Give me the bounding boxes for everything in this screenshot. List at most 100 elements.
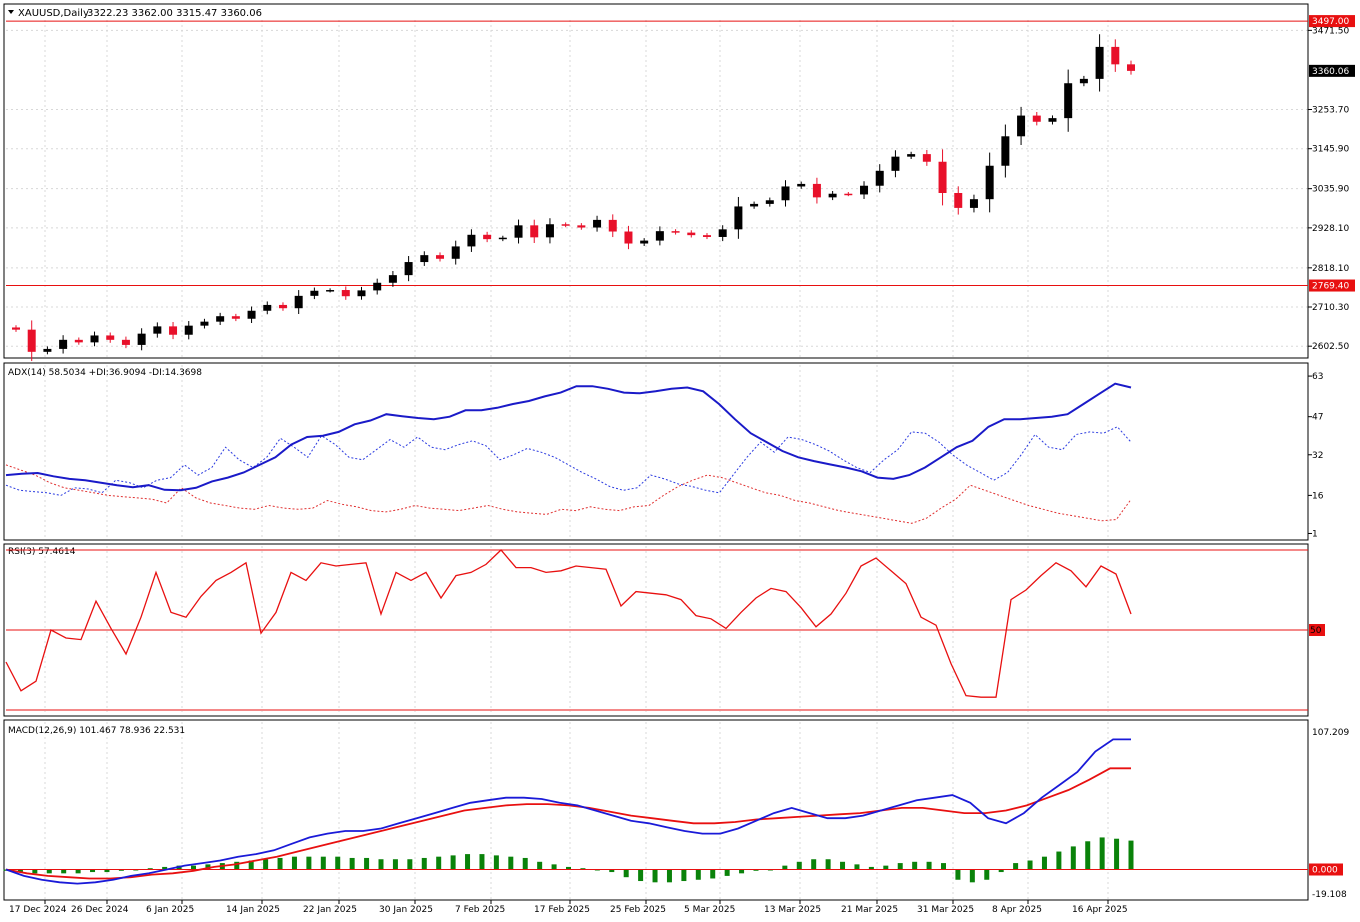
- candle-body: [1079, 78, 1088, 84]
- candle-body: [765, 200, 774, 204]
- macd-signal-line: [5, 767, 1131, 880]
- candle-body: [247, 310, 256, 319]
- macd-histogram-bar: [1085, 841, 1091, 870]
- candle-body: [216, 316, 225, 322]
- macd-title: MACD(12,26,9) 101.467 78.936 22.531: [8, 726, 185, 736]
- grid-layer: [6, 20, 1308, 900]
- macd-histogram-bar: [609, 869, 615, 873]
- candle-body: [404, 262, 413, 276]
- rsi-tick-label: 50: [1310, 626, 1322, 636]
- macd-histogram-bar: [104, 869, 110, 873]
- macd-histogram-bar: [551, 864, 557, 870]
- hline-label: 2769.40: [1312, 282, 1349, 292]
- adx-tick-label: 47: [1312, 413, 1323, 423]
- macd-histogram-bar: [666, 869, 672, 883]
- time-axis[interactable]: 17 Dec 2024 26 Dec 2024 6 Jan 2025 14 Jan 2…: [9, 900, 1128, 915]
- time-label: 14 Jan 2025: [226, 905, 280, 915]
- macd-histogram-bar: [349, 857, 355, 870]
- macd-histogram-bar: [984, 869, 990, 880]
- adx-tick-label: 16: [1312, 491, 1324, 501]
- triangle-down-icon[interactable]: [8, 10, 14, 14]
- macd-histogram-bar: [320, 856, 326, 870]
- price-label: 2818.10: [1312, 264, 1349, 274]
- price-label: 3035.90: [1312, 185, 1349, 195]
- macd-histogram-bar: [955, 869, 961, 880]
- rsi-panel[interactable]: RSI(3) 57.4614 50: [5, 547, 1325, 711]
- candle-body: [1095, 46, 1104, 79]
- ohlc-label: 3322.23 3362.00 3315.47 3360.06: [87, 8, 262, 19]
- macd-histogram-bar: [364, 857, 370, 870]
- macd-histogram-bar: [291, 856, 297, 870]
- macd-histogram-bar: [739, 869, 745, 874]
- macd-histogram-bar: [796, 861, 802, 870]
- candle-body: [1017, 115, 1026, 137]
- current-price-tag: [1309, 64, 1355, 77]
- time-label: 8 Apr 2025: [992, 905, 1042, 915]
- rsi-lines: [5, 549, 1308, 711]
- macd-histogram-bar: [825, 859, 831, 870]
- time-label: 22 Jan 2025: [303, 905, 357, 915]
- candle-body: [954, 192, 963, 208]
- candle-body: [907, 154, 916, 157]
- candle-body: [561, 224, 570, 226]
- header-menu-button[interactable]: [8, 10, 14, 14]
- candle-body: [624, 231, 633, 244]
- macd-histogram-bar: [1056, 851, 1062, 870]
- candle-body: [718, 229, 727, 237]
- candle-body: [373, 282, 382, 291]
- horizontal-lines[interactable]: 3497.00 2769.40: [6, 15, 1355, 292]
- candle-body: [200, 321, 209, 326]
- candle-body: [169, 326, 178, 335]
- macd-histogram-bar: [998, 869, 1004, 873]
- macd-panel[interactable]: MACD(12,26,9) 101.467 78.936 22.531 107.…: [3, 726, 1350, 900]
- adx-panel[interactable]: ADX(14) 58.5034 +DI:36.9094 -DI:14.3698 …: [5, 368, 1324, 539]
- candle-body: [969, 199, 978, 208]
- candle-body: [1032, 115, 1041, 122]
- macd-histogram-bar: [421, 857, 427, 870]
- macd-histogram-bar: [493, 855, 499, 870]
- macd-tick-label: 0.000: [1312, 865, 1338, 875]
- price-label: 3145.90: [1312, 145, 1349, 155]
- time-label: 21 Mar 2025: [841, 905, 898, 915]
- price-axis[interactable]: 3471.50 3253.70 3145.90 3035.90 2928.10 2818.…: [1308, 26, 1355, 352]
- macd-axis: 107.209 0.000 -19.108: [1309, 728, 1349, 900]
- macd-histogram-bar: [17, 869, 23, 873]
- macd-histogram-bar: [1041, 856, 1047, 870]
- price-panel[interactable]: XAUUSD,Daily 3322.23 3362.00 3315.47 336…: [6, 8, 1355, 362]
- macd-histogram-bar: [191, 865, 196, 870]
- macd-histogram-bar: [75, 869, 81, 874]
- candle-body: [593, 219, 602, 228]
- macd-histogram-bar: [90, 869, 96, 873]
- macd-histogram-bar: [61, 869, 67, 874]
- rsi-line: [5, 549, 1132, 698]
- time-label: 13 Mar 2025: [764, 905, 821, 915]
- rsi-title: RSI(3) 57.4614: [8, 547, 76, 557]
- macd-histogram-bar: [941, 863, 946, 870]
- candle-body: [137, 333, 146, 345]
- candle-body: [436, 255, 445, 259]
- adx-tick-label: 32: [1312, 451, 1323, 461]
- candle-body: [655, 231, 664, 241]
- macd-histogram-bar: [753, 869, 759, 871]
- price-label: 2928.10: [1312, 224, 1349, 234]
- price-label: 3471.50: [1312, 26, 1349, 36]
- macd-histogram-bar: [926, 861, 932, 870]
- candle-body: [781, 186, 790, 201]
- time-label: 5 Mar 2025: [684, 905, 735, 915]
- candle-body: [59, 339, 68, 349]
- candle-body: [1111, 46, 1120, 65]
- adx-line: [5, 382, 1132, 492]
- macd-histogram-bar: [277, 857, 283, 870]
- candle-body: [985, 165, 994, 200]
- macd-histogram-bar: [710, 869, 716, 879]
- macd-histogram-bar: [1070, 846, 1076, 870]
- macd-histogram-bar: [1114, 838, 1120, 870]
- macd-histogram-bar: [450, 855, 456, 870]
- candle-body: [498, 237, 507, 240]
- candle-body: [545, 224, 554, 238]
- macd-histogram-bar: [248, 860, 254, 870]
- candle-body: [922, 154, 931, 162]
- candle-body: [43, 348, 52, 352]
